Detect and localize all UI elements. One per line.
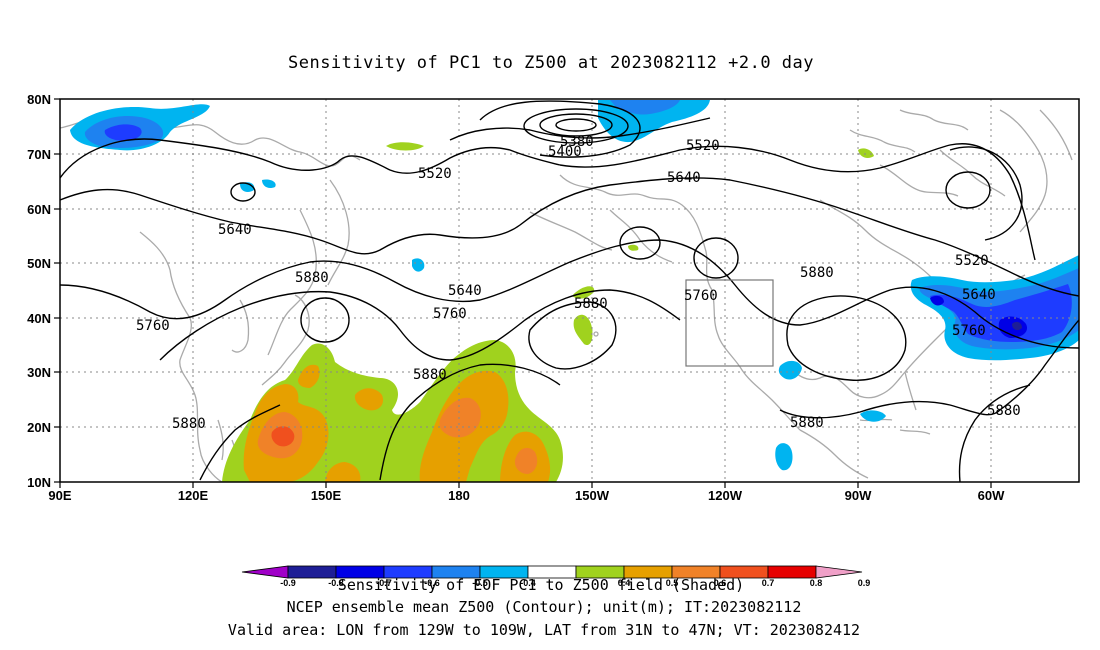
contour-label: 5520	[955, 253, 989, 269]
colorbar-label: 0.4	[618, 578, 631, 588]
colorbar-min-arrow	[241, 565, 289, 579]
lon-label: 120E	[178, 488, 209, 503]
lon-label: 90E	[48, 488, 71, 503]
lon-label: 180	[448, 488, 470, 503]
shaded-sensitivity	[70, 100, 1079, 482]
colorbar-label: -0.7	[376, 578, 392, 588]
lat-label: 60N	[27, 202, 51, 217]
contour-label: 5880	[987, 403, 1021, 419]
lon-label: 60W	[978, 488, 1005, 503]
lon-label: 150E	[311, 488, 342, 503]
lon-label: 120W	[708, 488, 743, 503]
colorbar-label: -0.5	[472, 578, 488, 588]
valid-area-box	[685, 279, 774, 367]
contour-label: 5640	[218, 222, 252, 238]
contour-label: 5760	[684, 288, 718, 304]
gridlines	[60, 99, 1079, 482]
lat-label: 30N	[27, 365, 51, 380]
contour-label: 5520	[686, 138, 720, 154]
colorbar-label: -0.6	[424, 578, 440, 588]
lat-label: 40N	[27, 311, 51, 326]
contour-label: 5640	[448, 283, 482, 299]
lat-label: 50N	[27, 256, 51, 271]
contour-label: 5880	[413, 367, 447, 383]
contour-label: 5880	[295, 270, 329, 286]
map-frame	[59, 98, 1080, 483]
colorbar-label: 0.5	[666, 578, 679, 588]
lat-label: 70N	[27, 147, 51, 162]
caption-line-3: Valid area: LON from 129W to 109W, LAT f…	[228, 621, 860, 639]
colorbar-label: -0.4	[520, 578, 536, 588]
contour-labels: 5380 5400 5520 5520 5520 5640 5640 5640 …	[136, 134, 996, 432]
contour-label: 5880	[800, 265, 834, 281]
colorbar-max-arrow	[815, 565, 863, 579]
colorbar-label: -0.8	[328, 578, 344, 588]
contour-label: 5640	[962, 287, 996, 303]
lat-label: 10N	[27, 475, 51, 490]
contour-label: 5880	[790, 415, 824, 431]
lon-tick-labels: 90E 120E 150E 180 150W 120W 90W 60W	[48, 488, 1005, 503]
contour-label: 5760	[433, 306, 467, 322]
contour-label: 5760	[136, 318, 170, 334]
contour-label: 5520	[418, 166, 452, 182]
colorbar-label: 0.9	[858, 578, 871, 588]
figure-title: Sensitivity of PC1 to Z500 at 2023082112…	[288, 53, 814, 73]
contour-label: 5400	[548, 144, 582, 160]
z500-contours	[60, 100, 1079, 482]
caption-line-2: NCEP ensemble mean Z500 (Contour); unit(…	[287, 598, 802, 616]
contour-label: 5640	[667, 170, 701, 186]
colorbar-label: 0.8	[810, 578, 823, 588]
colorbar-label: 0.7	[762, 578, 775, 588]
map-panel: 5380 5400 5520 5520 5520 5640 5640 5640 …	[60, 99, 1079, 482]
contour-label: 5380	[560, 134, 594, 150]
contour-label: 5760	[952, 323, 986, 339]
tick-marks	[54, 98, 992, 488]
colorbar-label: 0.6	[714, 578, 727, 588]
colorbar-swatch	[767, 565, 817, 579]
lon-label: 150W	[575, 488, 610, 503]
lat-tick-labels: 80N 70N 60N 50N 40N 30N 20N 10N	[27, 92, 51, 490]
caption-line-1: Sensitivity of EOF PC1 to Z500 field (Sh…	[338, 576, 744, 594]
lat-label: 80N	[27, 92, 51, 107]
colorbar-swatch	[287, 565, 337, 579]
contour-label: 5880	[172, 416, 206, 432]
lat-label: 20N	[27, 420, 51, 435]
contour-label: 5880	[574, 296, 608, 312]
colorbar: -0.9 -0.8 -0.7 -0.6 -0.5 -0.4 0.4 0.5 0.6 0.7 0.8 0…	[241, 565, 871, 588]
colorbar-label: -0.9	[280, 578, 296, 588]
lon-label: 90W	[845, 488, 872, 503]
